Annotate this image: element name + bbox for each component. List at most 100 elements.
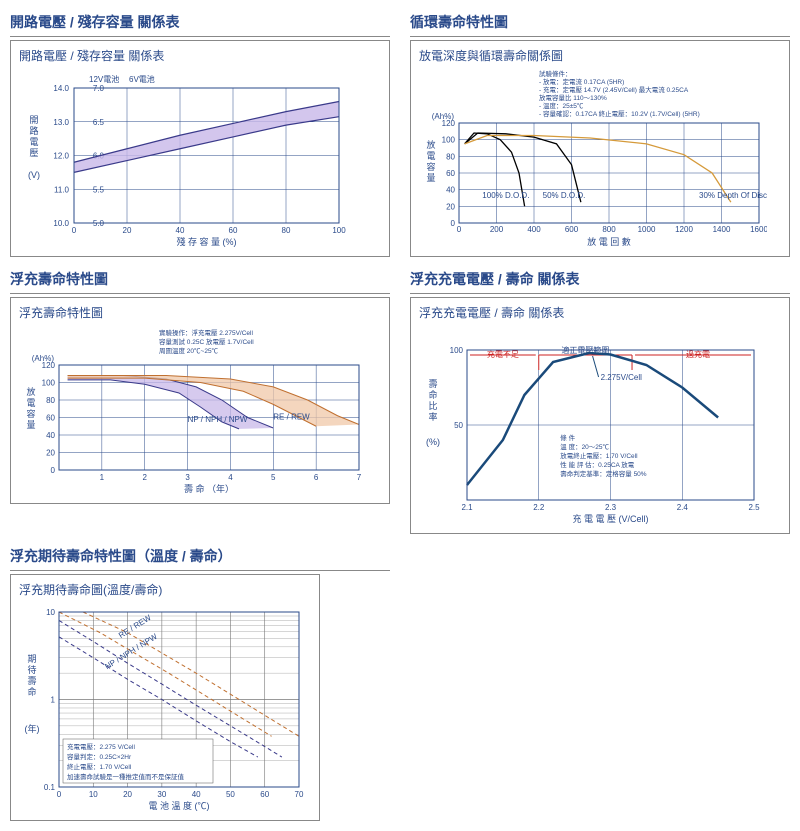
svg-text:70: 70 xyxy=(295,790,304,799)
svg-text:開: 開 xyxy=(29,115,38,125)
svg-text:0.1: 0.1 xyxy=(44,783,56,792)
svg-text:100: 100 xyxy=(442,136,456,145)
svg-text:3: 3 xyxy=(185,473,190,482)
svg-text:壽: 壽 xyxy=(27,675,36,686)
svg-text:放: 放 xyxy=(426,139,435,150)
svg-text:(%): (%) xyxy=(426,437,440,447)
svg-text:- 充電：定電壓 14.7V (2.45V/Cell) 最: - 充電：定電壓 14.7V (2.45V/Cell) 最大電流 0.25CA xyxy=(539,85,689,94)
svg-text:13.0: 13.0 xyxy=(53,118,69,127)
svg-text:壽命判定基準：定格容量 50%: 壽命判定基準：定格容量 50% xyxy=(560,469,647,478)
svg-text:性 能 評 估：0.25CA 放電: 性 能 評 估：0.25CA 放電 xyxy=(560,460,635,469)
svg-text:40: 40 xyxy=(46,431,55,440)
svg-text:試驗條件：: 試驗條件： xyxy=(539,69,572,78)
chart-inner-title-templife: 浮充期待壽命圖(溫度/壽命) xyxy=(19,581,311,598)
svg-text:600: 600 xyxy=(565,225,579,234)
svg-text:0: 0 xyxy=(51,466,56,475)
svg-text:5.5: 5.5 xyxy=(93,185,105,194)
panel-templife: 浮充期待壽命特性圖（溫度 / 壽命） 浮充期待壽命圖(溫度/壽命) 0.1110… xyxy=(10,544,390,821)
svg-text:2.1: 2.1 xyxy=(461,503,473,512)
chart-floatcharge: 2.12.22.32.42.550100充電不足適正電壓範圍過充電2.275V/… xyxy=(419,325,767,525)
svg-text:6V電池: 6V電池 xyxy=(129,74,155,84)
svg-text:電 池 溫 度 (℃): 電 池 溫 度 (℃) xyxy=(149,800,210,811)
svg-text:RE / REW: RE / REW xyxy=(273,412,310,421)
svg-text:0: 0 xyxy=(57,790,62,799)
chart-box-floatcharge: 浮充充電電壓 / 壽命 關係表 2.12.22.32.42.550100充電不足… xyxy=(410,297,790,534)
svg-text:800: 800 xyxy=(602,225,616,234)
svg-text:2: 2 xyxy=(142,473,147,482)
chart-inner-title-cycle: 放電深度與循環壽命關係圖 xyxy=(419,47,781,64)
svg-text:- 放電：定電流 0.17CA (5HR): - 放電：定電流 0.17CA (5HR) xyxy=(539,77,624,86)
svg-text:2.5: 2.5 xyxy=(748,503,760,512)
svg-text:60: 60 xyxy=(229,226,238,235)
svg-text:實驗操作：浮充電壓 2.275V/Cell: 實驗操作：浮充電壓 2.275V/Cell xyxy=(159,328,253,337)
svg-text:80: 80 xyxy=(282,226,291,235)
svg-text:充 電 電 壓 (V/Cell): 充 電 電 壓 (V/Cell) xyxy=(572,513,648,524)
svg-text:量: 量 xyxy=(26,420,35,430)
svg-text:2.4: 2.4 xyxy=(677,503,689,512)
svg-text:壽: 壽 xyxy=(428,378,437,389)
svg-text:2.2: 2.2 xyxy=(533,503,545,512)
svg-text:1200: 1200 xyxy=(675,225,693,234)
svg-text:60: 60 xyxy=(260,790,269,799)
svg-text:電: 電 xyxy=(426,151,435,161)
svg-text:率: 率 xyxy=(428,411,437,422)
svg-text:4: 4 xyxy=(228,473,233,482)
chart-floatlife: 實驗操作：浮充電壓 2.275V/Cell 容量測試 0.25C 放電壓 1.7… xyxy=(19,325,367,495)
svg-text:1400: 1400 xyxy=(713,225,731,234)
svg-text:7: 7 xyxy=(357,473,362,482)
svg-text:60: 60 xyxy=(446,169,455,178)
svg-text:放: 放 xyxy=(26,386,35,397)
chart-inner-title-floatcharge: 浮充充電電壓 / 壽命 關係表 xyxy=(419,304,781,321)
chart-cycle: 試驗條件：- 放電：定電流 0.17CA (5HR)- 充電：定電壓 14.7V… xyxy=(419,68,767,248)
svg-text:50: 50 xyxy=(226,790,235,799)
svg-text:40: 40 xyxy=(176,226,185,235)
svg-text:12.0: 12.0 xyxy=(53,152,69,161)
chart-box-cycle: 放電深度與循環壽命關係圖 試驗條件：- 放電：定電流 0.17CA (5HR)-… xyxy=(410,40,790,257)
svg-text:容量測試 0.25C 放電壓 1.7V/Cell: 容量測試 0.25C 放電壓 1.7V/Cell xyxy=(159,337,254,346)
svg-text:路: 路 xyxy=(29,125,38,136)
svg-text:待: 待 xyxy=(27,664,36,675)
chart-inner-title-ocv: 開路電壓 / 殘存容量 關係表 xyxy=(19,47,381,64)
svg-text:5: 5 xyxy=(271,473,276,482)
panel-cycle: 循環壽命特性圖 放電深度與循環壽命關係圖 試驗條件：- 放電：定電流 0.17C… xyxy=(410,10,790,257)
svg-text:終止電壓：1.70 V/Cell: 終止電壓：1.70 V/Cell xyxy=(67,762,132,771)
svg-text:命: 命 xyxy=(27,686,36,697)
svg-text:10: 10 xyxy=(46,608,55,617)
svg-text:50: 50 xyxy=(454,421,463,430)
svg-text:11.0: 11.0 xyxy=(54,185,70,194)
svg-text:20: 20 xyxy=(123,226,132,235)
svg-text:1: 1 xyxy=(100,473,105,482)
chart-box-ocv: 開路電壓 / 殘存容量 關係表 0 20 40 60 80 100 10.0 11.0 12.0… xyxy=(10,40,390,257)
svg-text:10: 10 xyxy=(89,790,98,799)
svg-text:6.5: 6.5 xyxy=(93,118,105,127)
svg-text:100: 100 xyxy=(332,226,346,235)
svg-text:14.0: 14.0 xyxy=(53,84,69,93)
svg-text:100: 100 xyxy=(42,379,56,388)
svg-text:1600: 1600 xyxy=(750,225,767,234)
svg-text:放 電 回 數: 放 電 回 數 xyxy=(587,236,631,247)
svg-text:10.0: 10.0 xyxy=(53,219,69,228)
svg-text:電: 電 xyxy=(29,137,38,147)
svg-text:12V電池: 12V電池 xyxy=(89,74,119,84)
svg-text:200: 200 xyxy=(490,225,504,234)
svg-text:0: 0 xyxy=(451,219,456,228)
svg-text:比: 比 xyxy=(428,400,437,411)
chart-templife: 0.1110010203040506070RE / REWNP / NPH / … xyxy=(19,602,309,812)
panel-ocv: 開路電壓 / 殘存容量 關係表 開路電壓 / 殘存容量 關係表 0 20 40 60 8… xyxy=(10,10,390,257)
svg-text:容: 容 xyxy=(26,408,35,419)
svg-text:80: 80 xyxy=(46,396,55,405)
svg-text:壽 命 （年）: 壽 命 （年） xyxy=(184,483,234,494)
svg-text:壓: 壓 xyxy=(29,148,38,158)
svg-text:30: 30 xyxy=(157,790,166,799)
svg-text:20: 20 xyxy=(446,202,455,211)
svg-text:充電電壓：2.275 V/Cell: 充電電壓：2.275 V/Cell xyxy=(67,742,135,751)
svg-text:0: 0 xyxy=(72,226,77,235)
panel-floatlife: 浮充壽命特性圖 浮充壽命特性圖 實驗操作：浮充電壓 2.275V/Cell 容量… xyxy=(10,267,390,534)
svg-text:(年): (年) xyxy=(25,723,40,734)
svg-text:放電終止電壓：1.70 V/Cell: 放電終止電壓：1.70 V/Cell xyxy=(560,451,638,460)
chart-box-floatlife: 浮充壽命特性圖 實驗操作：浮充電壓 2.275V/Cell 容量測試 0.25C… xyxy=(10,297,390,504)
svg-text:- 溫度：25±5℃: - 溫度：25±5℃ xyxy=(539,101,584,110)
panel-title-floatlife: 浮充壽命特性圖 xyxy=(10,267,390,294)
svg-text:電: 電 xyxy=(26,398,35,408)
svg-text:6: 6 xyxy=(314,473,319,482)
